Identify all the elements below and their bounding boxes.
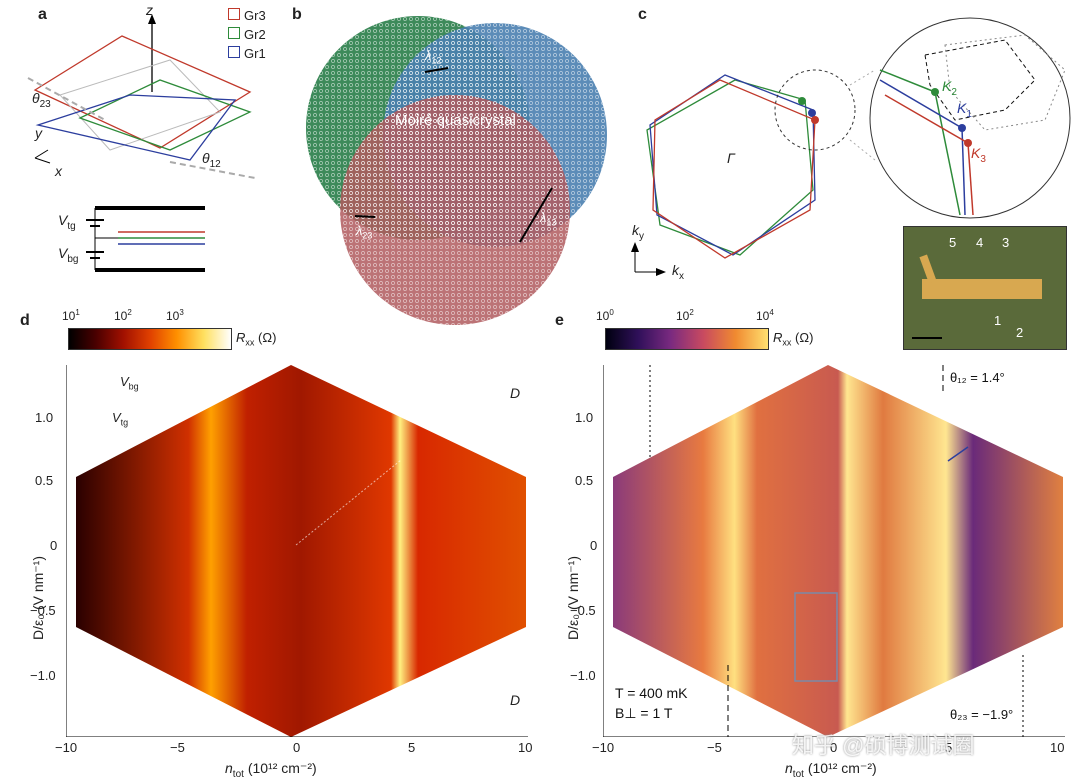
panel-a-graphic bbox=[27, 14, 256, 272]
device-image: 5 4 3 1 2 bbox=[903, 226, 1067, 350]
ylabel-d: D/ε₀ (V nm⁻¹) bbox=[30, 556, 46, 640]
ky-label: ky bbox=[632, 222, 644, 242]
D-up-label: D bbox=[510, 385, 521, 401]
theta23-e: θ₂₃ = −1.9° bbox=[950, 707, 1014, 722]
k3-label: K3 bbox=[971, 145, 986, 165]
xlabel-e: ntot (10¹² cm⁻²) bbox=[785, 760, 877, 780]
colorbar-d bbox=[68, 328, 232, 350]
temp-d: T = 4 K bbox=[78, 685, 124, 701]
ytick-e-5: −1.0 bbox=[570, 668, 596, 683]
xtick-e-3: 0 bbox=[830, 740, 838, 755]
xtick-d-1: −10 bbox=[55, 740, 78, 755]
field-d: B = 0 bbox=[78, 705, 115, 721]
lambda12-label: λ12 bbox=[425, 48, 442, 66]
panel-d-letter: d bbox=[20, 312, 30, 329]
xtick-d-5: 10 bbox=[518, 740, 533, 755]
legend-gr1: Gr1 bbox=[228, 44, 266, 63]
device-label-2: 2 bbox=[1016, 325, 1024, 340]
lambda23-label: λ23 bbox=[356, 223, 373, 241]
panel-e-letter: e bbox=[555, 312, 564, 329]
ytick-d-3: 0 bbox=[50, 538, 58, 553]
lambda13-label: λ13 bbox=[540, 210, 557, 228]
vtg-label: Vtg bbox=[58, 212, 76, 232]
device-label-5: 5 bbox=[949, 235, 957, 250]
ytick-d-5: −1.0 bbox=[30, 668, 56, 683]
panel-a-letter: a bbox=[38, 6, 47, 23]
heatmap-e bbox=[603, 365, 1065, 737]
brillouin-zone-diagram bbox=[631, 17, 1071, 276]
vtg-arrow-label: Vtg bbox=[112, 410, 129, 428]
xtick-e-4: 5 bbox=[945, 740, 953, 755]
legend-gr3: Gr3 bbox=[228, 6, 266, 25]
moire-venn-diagram bbox=[306, 16, 607, 325]
k1-label: K1 bbox=[957, 100, 972, 120]
xtick-d-4: 5 bbox=[408, 740, 416, 755]
device-label-3: 3 bbox=[1002, 235, 1010, 250]
field-e: B⊥ = 1 T bbox=[615, 705, 673, 721]
cbar-e-tick-1: 100 bbox=[596, 308, 614, 323]
device-label-4: 4 bbox=[976, 235, 984, 250]
ytick-e-1: 1.0 bbox=[575, 410, 594, 425]
cbar-e-tick-3: 104 bbox=[756, 308, 774, 323]
device-label-1: 1 bbox=[994, 313, 1002, 328]
ytick-d-1: 1.0 bbox=[35, 410, 54, 425]
ylabel-e: D/ε₀ (V nm⁻¹) bbox=[565, 556, 581, 640]
cbar-e-tick-2: 102 bbox=[676, 308, 694, 323]
z-axis-label: z bbox=[146, 2, 153, 18]
colorbar-e bbox=[605, 328, 769, 350]
layer-legend: Gr3 Gr2 Gr1 bbox=[228, 6, 266, 63]
legend-gr2: Gr2 bbox=[228, 25, 266, 44]
xtick-e-5: 10 bbox=[1050, 740, 1065, 755]
xtick-d-3: 0 bbox=[293, 740, 301, 755]
cbar-d-tick-3: 103 bbox=[166, 308, 184, 323]
xtick-e-2: −5 bbox=[707, 740, 722, 755]
D-down-label: D bbox=[510, 692, 521, 708]
watermark: 知乎 @硕博测试圈 bbox=[792, 733, 975, 758]
xlabel-d: ntot (10¹² cm⁻²) bbox=[225, 760, 317, 780]
vbg-label: Vbg bbox=[58, 245, 79, 265]
ytick-e-4: −0.5 bbox=[570, 603, 596, 618]
temp-e: T = 400 mK bbox=[615, 685, 688, 701]
ytick-d-2: 0.5 bbox=[35, 473, 54, 488]
panel-b-letter: b bbox=[292, 6, 302, 23]
panel-c-letter: c bbox=[638, 6, 647, 23]
heatmap-d bbox=[66, 365, 528, 737]
ytick-d-4: −0.5 bbox=[30, 603, 56, 618]
xtick-e-1: −10 bbox=[592, 740, 615, 755]
x-axis-label: x bbox=[55, 163, 62, 179]
xtick-d-2: −5 bbox=[170, 740, 185, 755]
cbar-d-tick-2: 102 bbox=[114, 308, 132, 323]
theta12-label: θ12 bbox=[202, 150, 221, 170]
y-axis-label: y bbox=[35, 125, 42, 141]
gamma-label: Γ bbox=[727, 150, 735, 166]
vbg-arrow-label: Vbg bbox=[120, 374, 139, 392]
kx-label: kx bbox=[672, 262, 684, 282]
cbar-d-tick-1: 101 bbox=[62, 308, 80, 323]
theta23-label: θ23 bbox=[32, 90, 51, 110]
cbar-e-unit: Rxx (Ω) bbox=[773, 330, 814, 348]
ytick-e-2: 0.5 bbox=[575, 473, 594, 488]
k2-label: K2 bbox=[942, 78, 957, 98]
cbar-d-unit: Rxx (Ω) bbox=[236, 330, 277, 348]
ytick-e-3: 0 bbox=[590, 538, 598, 553]
quasicrystal-label: Moiré quasicrystal bbox=[395, 112, 516, 129]
theta12-e: θ₁₂ = 1.4° bbox=[950, 370, 1005, 385]
